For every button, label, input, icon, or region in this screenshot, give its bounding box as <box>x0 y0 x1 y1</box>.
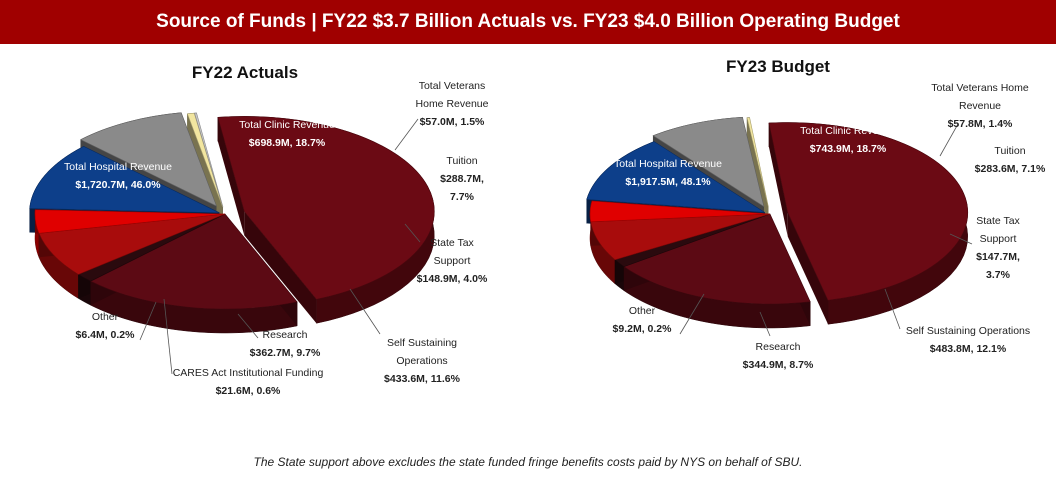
slice-self_sustaining <box>586 141 765 213</box>
slice-clinic <box>89 213 298 310</box>
leader-line-veterans <box>939 123 959 157</box>
slice-state_tax <box>589 200 771 223</box>
slice-tuition <box>38 213 226 275</box>
chart-title: FY22 Actuals <box>192 63 298 82</box>
data-label-research: Research $344.9M, 8.7% <box>743 341 814 371</box>
data-label-veterans: Total Veterans Home Revenue $57.8M, 1.4% <box>931 82 1029 130</box>
leader-line-state_tax <box>404 223 421 243</box>
data-label-state_tax: State Tax Support $148.9M, 4.0% <box>417 237 488 285</box>
data-label-research: Research $362.7M, 9.7% <box>250 329 321 359</box>
data-label-self_sustaining: Self Sustaining Operations $433.6M, 11.6% <box>384 337 461 385</box>
leader-line-self_sustaining <box>349 288 381 335</box>
data-label-state_tax: State Tax Support $147.7M, 3.7% <box>976 215 1020 281</box>
leader-line-veterans <box>394 118 419 151</box>
pie-chart-fy22: FY22 Actuals Total Hospital Revenue $1,720… <box>29 63 489 397</box>
leader-line-state_tax <box>949 233 973 245</box>
leader-line-other <box>139 301 157 341</box>
page-title-banner: Source of Funds | FY22 $3.7 Billion Actu… <box>0 0 1056 44</box>
slice-research <box>80 112 218 207</box>
slice-wall-hospital <box>787 212 829 325</box>
slice-research <box>652 116 765 208</box>
slice-other <box>194 112 224 208</box>
data-label-clinic: Total Clinic Revenue $743.9M, 18.7% <box>800 125 896 155</box>
page-title: Source of Funds | FY22 $3.7 Billion Actu… <box>156 11 900 32</box>
data-label-hospital: Total Hospital Revenue $1,720.7M, 46.0% <box>64 161 172 191</box>
data-label-clinic: Total Clinic Revenue $698.9M, 18.7% <box>239 119 335 149</box>
data-label-tuition: Tuition $283.6M, 7.1% <box>975 145 1046 175</box>
data-label-hospital: Total Hospital Revenue $1,917.5M, 48.1% <box>614 158 722 188</box>
leader-line-research <box>237 313 259 339</box>
chart-title: FY23 Budget <box>726 57 830 76</box>
slice-cares <box>186 112 223 208</box>
slice-clinic <box>623 213 811 305</box>
footnote: The State support above excludes the sta… <box>253 455 803 469</box>
data-label-other: Other $9.2M, 0.2% <box>613 305 673 335</box>
data-label-cares: CARES Act Institutional Funding $21.6M, 0… <box>173 367 324 397</box>
slice-self_sustaining <box>29 146 220 214</box>
slice-state_tax <box>34 209 226 234</box>
data-label-self_sustaining: Self Sustaining Operations $483.8M, 12.1% <box>906 325 1030 355</box>
leader-line-research <box>759 311 771 337</box>
data-label-other: Other $6.4M, 0.2% <box>76 311 136 341</box>
slice-wall-hospital <box>244 211 317 324</box>
pie-chart-fy23: FY23 Budget Total Hospital Revenue $1,917.… <box>586 57 1046 371</box>
slice-other <box>746 117 769 208</box>
leader-line-cares <box>163 298 173 375</box>
leader-line-self_sustaining <box>884 288 901 330</box>
leader-line-other <box>679 293 705 335</box>
slice-hospital <box>768 122 969 301</box>
slice-hospital <box>217 116 435 300</box>
charts-area: FY22 Actuals Total Hospital Revenue $1,720… <box>29 57 1046 397</box>
slice-wall-hospital <box>768 123 788 237</box>
data-label-veterans: Total Veterans Home Revenue $57.0M, 1.5% <box>416 80 489 128</box>
slice-wall-hospital <box>217 117 245 236</box>
data-label-tuition: Tuition $288.7M, 7.7% <box>440 155 484 203</box>
